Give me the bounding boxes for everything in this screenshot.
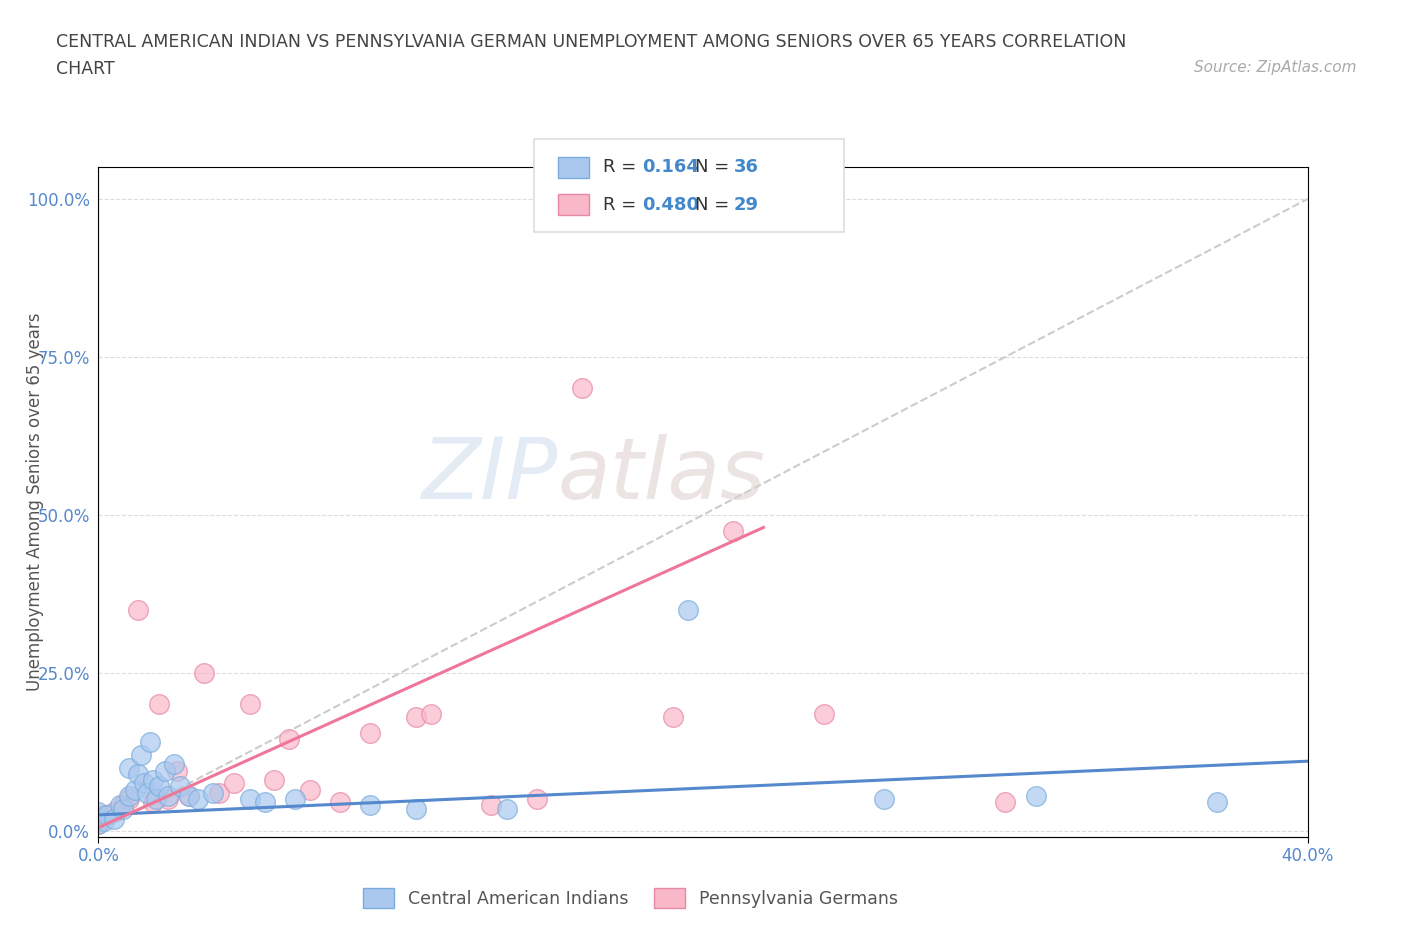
Text: ZIP: ZIP <box>422 434 558 517</box>
Point <box>87 817 110 831</box>
Point <box>263 773 285 788</box>
Point <box>103 812 125 827</box>
Point <box>127 766 149 781</box>
Point <box>124 782 146 797</box>
Point <box>187 791 209 806</box>
Point <box>571 381 593 396</box>
Point <box>156 791 179 806</box>
Point <box>93 807 115 822</box>
Point <box>145 791 167 806</box>
Point <box>103 804 125 819</box>
Point <box>224 776 246 790</box>
Point <box>118 791 141 806</box>
Point <box>299 782 322 797</box>
Point <box>129 748 152 763</box>
Point <box>239 697 262 711</box>
Point <box>142 795 165 810</box>
Point <box>163 757 186 772</box>
Text: 29: 29 <box>734 195 759 214</box>
Point <box>405 710 427 724</box>
Text: Unemployment Among Seniors over 65 years: Unemployment Among Seniors over 65 years <box>27 313 44 691</box>
Point <box>239 791 262 806</box>
Point <box>179 789 201 804</box>
Point <box>193 665 215 680</box>
Point <box>179 789 201 804</box>
Text: Source: ZipAtlas.com: Source: ZipAtlas.com <box>1194 60 1357 75</box>
Point <box>148 697 170 711</box>
Legend: Central American Indians, Pennsylvania Germans: Central American Indians, Pennsylvania G… <box>356 882 905 915</box>
Point <box>676 602 699 617</box>
Point <box>93 814 115 829</box>
Point <box>526 791 548 806</box>
Text: R =: R = <box>603 195 643 214</box>
Point <box>329 795 352 810</box>
Text: R =: R = <box>603 158 643 177</box>
Point <box>662 710 685 724</box>
Point <box>87 817 110 831</box>
Point <box>994 795 1017 810</box>
Point <box>1024 789 1046 804</box>
Point <box>142 773 165 788</box>
Point <box>156 789 179 804</box>
Point <box>139 735 162 750</box>
Point <box>135 785 157 800</box>
Point <box>405 801 427 816</box>
Point <box>202 785 225 800</box>
Text: 36: 36 <box>734 158 759 177</box>
Point <box>1206 795 1229 810</box>
Point <box>495 801 517 816</box>
Point <box>132 776 155 790</box>
Point <box>360 798 382 813</box>
Point <box>813 707 835 722</box>
Text: 0.480: 0.480 <box>643 195 700 214</box>
Point <box>873 791 896 806</box>
Point <box>127 602 149 617</box>
Text: N =: N = <box>695 158 734 177</box>
Point <box>111 801 134 816</box>
Point <box>87 811 110 826</box>
Point <box>481 798 503 813</box>
Point <box>723 524 745 538</box>
Text: atlas: atlas <box>558 434 766 517</box>
Point <box>118 760 141 775</box>
Point <box>284 791 307 806</box>
Point <box>420 707 443 722</box>
Point <box>118 789 141 804</box>
Point <box>360 725 382 740</box>
Point <box>166 764 188 778</box>
Point <box>169 779 191 794</box>
Text: CENTRAL AMERICAN INDIAN VS PENNSYLVANIA GERMAN UNEMPLOYMENT AMONG SENIORS OVER 6: CENTRAL AMERICAN INDIAN VS PENNSYLVANIA … <box>56 33 1126 50</box>
Point <box>111 798 134 813</box>
Point <box>108 798 131 813</box>
Point <box>153 764 176 778</box>
Text: N =: N = <box>695 195 734 214</box>
Point <box>277 732 299 747</box>
Point <box>96 807 118 822</box>
Text: 0.164: 0.164 <box>643 158 699 177</box>
Text: CHART: CHART <box>56 60 115 78</box>
Point <box>208 785 231 800</box>
Point <box>87 804 110 819</box>
Point <box>253 795 276 810</box>
Point <box>148 779 170 794</box>
